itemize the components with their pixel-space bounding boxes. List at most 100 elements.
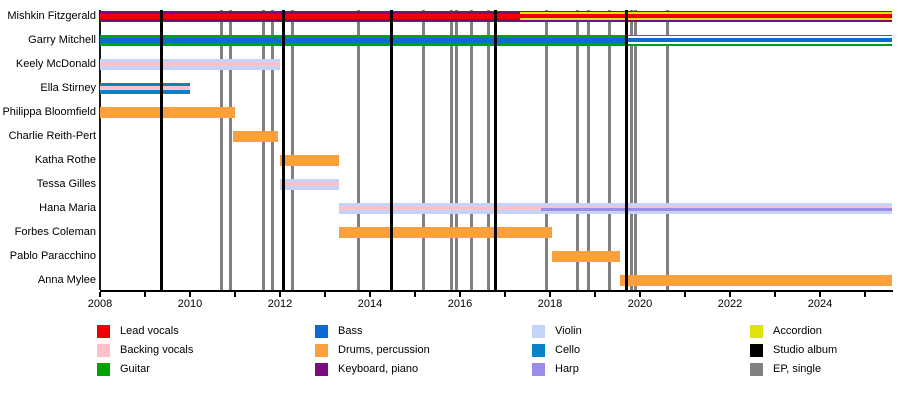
member-bar-segment (100, 10, 520, 22)
role-stripe-guitar (626, 44, 892, 46)
ep-single-line (220, 10, 223, 290)
x-axis-tick (819, 292, 821, 297)
studio-album-line (625, 10, 628, 290)
role-stripe-gap (626, 36, 892, 38)
role-stripe-guitar (100, 34, 627, 38)
member-bar-segment (100, 34, 627, 46)
member-label: Charlie Reith-Pert (8, 130, 96, 142)
member-label: Garry Mitchell (28, 34, 96, 46)
role-stripe-accordion (519, 18, 892, 20)
ep-single-line (421, 10, 425, 290)
member-label: Hana Maria (39, 202, 96, 214)
legend: Lead vocals Backing vocals Guitar Bass D… (0, 325, 900, 395)
legend-label: Cello (555, 344, 581, 356)
studio-album-line (493, 10, 497, 290)
role-stripe-bass (626, 38, 892, 42)
x-axis-tick (729, 292, 731, 297)
x-axis-tick (504, 292, 506, 297)
role-stripe-backing_vocals (541, 205, 892, 208)
member-bar-segment (619, 274, 892, 286)
x-axis-line (100, 290, 893, 292)
ep-single-swatch (750, 363, 763, 376)
role-stripe-violin (100, 58, 280, 62)
member-label: Pablo Paracchino (9, 250, 96, 262)
role-stripe-guitar (626, 34, 892, 36)
ep-single-line (455, 10, 459, 290)
legend-label: Keyboard, piano (338, 363, 419, 375)
timeline-plot-area: Mishkin Fitzgerald Garry Mitchell Keely … (2, 10, 893, 310)
member-label: Mishkin Fitzgerald (7, 10, 96, 22)
y-axis-line (99, 10, 101, 290)
x-axis-tick (549, 292, 551, 297)
role-stripe-violin (280, 178, 339, 182)
violin-swatch (532, 325, 545, 338)
ep-single-line (608, 10, 612, 290)
cello-swatch (532, 344, 545, 357)
x-axis-tick (324, 292, 326, 297)
member-bar-segment (280, 154, 339, 166)
role-stripe-drums (280, 154, 339, 166)
legend-label: Studio album (773, 344, 838, 356)
role-stripe-drums (338, 226, 553, 238)
x-axis-year-label: 2018 (537, 298, 563, 310)
x-axis-tick (144, 292, 146, 297)
role-stripe-gap (626, 42, 892, 44)
member-label: Anna Mylee (37, 274, 96, 286)
x-axis-tick (234, 292, 236, 297)
role-stripe-harp (541, 208, 892, 211)
x-axis-tick (774, 292, 776, 297)
legend-label: Drums, percussion (338, 344, 430, 356)
x-axis-year-label: 2022 (717, 298, 743, 310)
role-stripe-drums (100, 106, 235, 118)
x-axis-year-label: 2010 (177, 298, 203, 310)
ep-single-line (356, 10, 360, 290)
member-label: Keely McDonald (15, 58, 96, 70)
x-axis-tick (279, 292, 281, 297)
role-stripe-drums (619, 274, 892, 286)
legend-label: Violin (555, 325, 582, 337)
ep-single-line (587, 10, 591, 290)
member-label: Ella Stirney (40, 82, 96, 94)
legend-label: Guitar (120, 363, 150, 375)
ep-single-line (665, 10, 669, 290)
role-stripe-bass (100, 37, 627, 43)
legend-label: Backing vocals (120, 344, 194, 356)
role-stripe-violin (280, 186, 339, 190)
member-label: Tessa Gilles (36, 178, 96, 190)
legend-label: Harp (555, 363, 579, 375)
legend-label: Bass (338, 325, 363, 337)
role-stripe-cello (100, 90, 190, 94)
role-stripe-drums (232, 130, 278, 142)
member-bar-segment (232, 130, 278, 142)
harp-swatch (532, 363, 545, 376)
accordion-swatch (750, 325, 763, 338)
ep-single-line (270, 10, 274, 290)
member-bar-segment (519, 10, 892, 22)
keyboard-swatch (315, 363, 328, 376)
member-label: Forbes Coleman (14, 226, 96, 238)
member-bar-segment (338, 202, 541, 214)
studio-album-line (160, 10, 164, 290)
x-axis-tick (594, 292, 596, 297)
role-stripe-accordion (519, 12, 892, 14)
ep-single-line (290, 10, 294, 290)
member-bar-segment (626, 34, 892, 46)
ep-single-line (630, 10, 634, 290)
ep-single-line (261, 10, 265, 290)
ep-single-line (545, 10, 549, 290)
role-stripe-backing_vocals (338, 206, 541, 210)
member-bar-segment (552, 250, 620, 262)
member-bar-segment (100, 58, 280, 70)
studio-album-line (390, 10, 394, 290)
member-bar-segment (280, 178, 339, 190)
x-axis-tick (639, 292, 641, 297)
bass-swatch (315, 325, 328, 338)
role-stripe-drums (552, 250, 620, 262)
ep-single-line (229, 10, 232, 290)
legend-label: EP, single (773, 363, 822, 375)
x-axis-tick (99, 292, 101, 297)
x-axis-year-label: 2014 (357, 298, 383, 310)
role-stripe-backing_vocals (100, 62, 280, 66)
x-axis-year-label: 2012 (267, 298, 293, 310)
